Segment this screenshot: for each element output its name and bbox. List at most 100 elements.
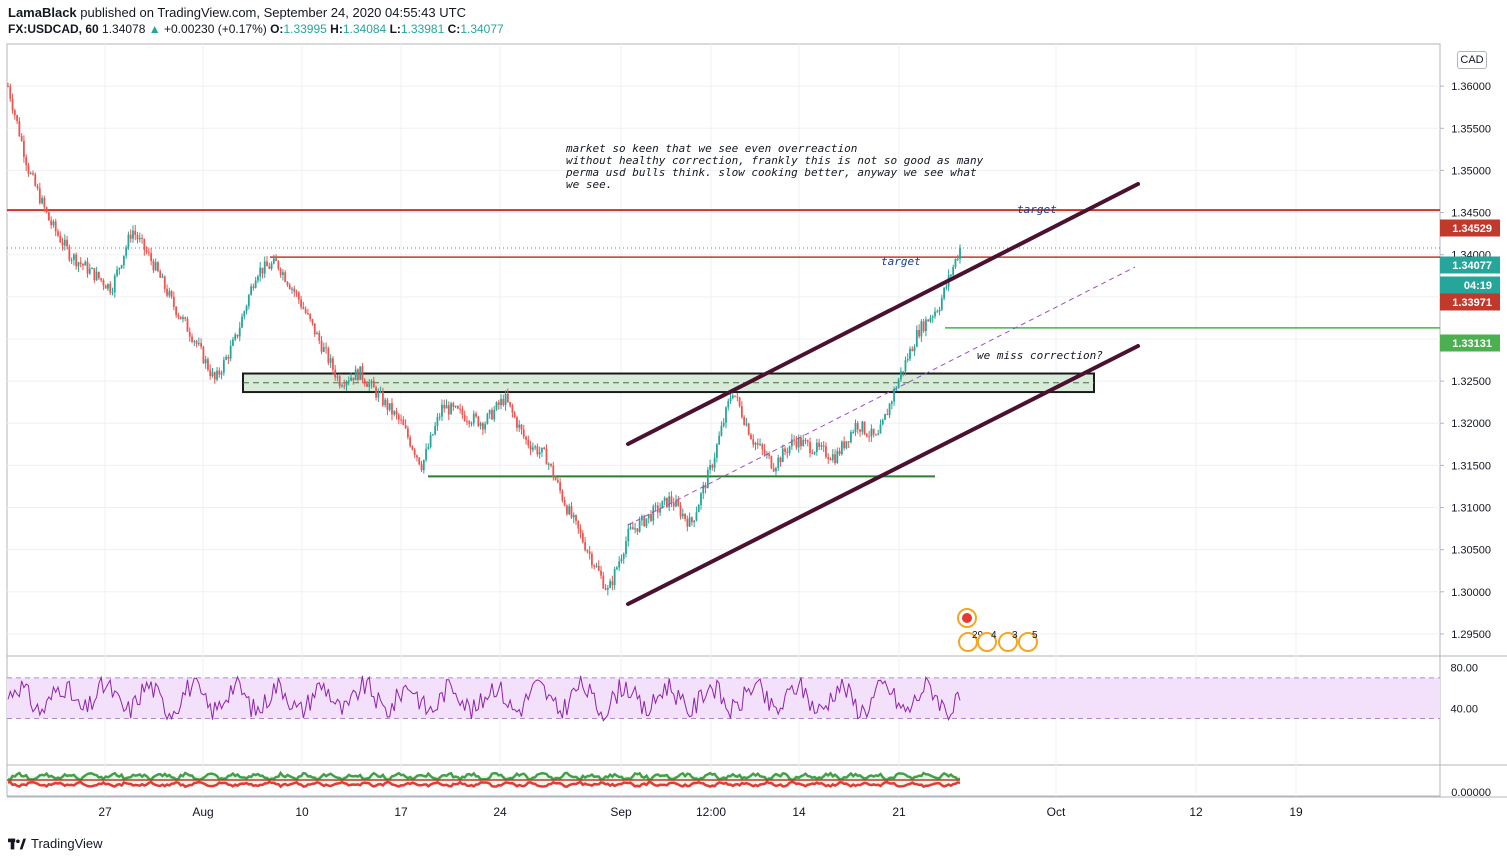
candle-body bbox=[23, 140, 25, 157]
correction-question-label: we miss correction? bbox=[977, 349, 1103, 362]
candle-body bbox=[350, 377, 352, 381]
candle-body bbox=[107, 283, 109, 289]
candle-body bbox=[441, 404, 443, 417]
candle-body bbox=[700, 493, 702, 506]
candle-body bbox=[418, 457, 421, 465]
candle-body bbox=[322, 347, 325, 352]
candle-body bbox=[495, 402, 498, 410]
candle-body bbox=[566, 505, 568, 515]
candle-body bbox=[443, 404, 446, 409]
candle-body bbox=[38, 188, 41, 204]
candle-body bbox=[63, 239, 66, 246]
ohlc-legend: FX:USDCAD, 60 1.34078 ▲ +0.00230 (+0.17%… bbox=[8, 22, 504, 36]
candle-body bbox=[275, 258, 278, 262]
oscillator-tick-label: 0.00000 bbox=[1451, 787, 1491, 799]
candle-body bbox=[543, 447, 546, 450]
candle-body bbox=[884, 414, 886, 420]
candle-body bbox=[831, 454, 834, 461]
candle-body bbox=[734, 395, 736, 397]
candle-body bbox=[534, 446, 537, 448]
candle-body bbox=[54, 221, 57, 232]
candle-body bbox=[915, 330, 918, 347]
annotation-note-line: we see. bbox=[566, 178, 612, 191]
candle-body bbox=[554, 477, 557, 481]
candle-body bbox=[511, 405, 514, 413]
candle-body bbox=[100, 278, 103, 281]
candle-body bbox=[597, 565, 600, 571]
candle-body bbox=[775, 467, 777, 472]
candle-body bbox=[629, 527, 632, 529]
candle-body bbox=[393, 411, 396, 415]
candle-body bbox=[761, 444, 764, 450]
price-axis-label: 04:19 bbox=[1464, 280, 1492, 292]
x-tick-label: 19 bbox=[1289, 805, 1303, 819]
candle-body bbox=[504, 393, 507, 406]
candle-body bbox=[413, 449, 416, 456]
candle-body bbox=[427, 447, 430, 449]
candle-body bbox=[575, 515, 577, 521]
candle-body bbox=[170, 291, 173, 297]
candle-body bbox=[840, 441, 843, 455]
author-name[interactable]: LamaBlack bbox=[8, 5, 77, 20]
candle-body bbox=[216, 370, 218, 380]
candle-body bbox=[772, 468, 775, 472]
candle-body bbox=[879, 424, 882, 434]
close-label: C: bbox=[447, 22, 461, 36]
candle-body bbox=[738, 397, 741, 407]
candle-body bbox=[904, 360, 907, 372]
candle-body bbox=[218, 370, 221, 375]
candle-body bbox=[195, 341, 198, 344]
candle-body bbox=[570, 506, 573, 518]
price-axis-label: 1.33131 bbox=[1452, 338, 1492, 350]
candle-body bbox=[234, 334, 237, 340]
candle-body bbox=[868, 436, 871, 438]
candle-body bbox=[652, 506, 655, 521]
candle-body bbox=[318, 333, 321, 341]
candle-body bbox=[827, 457, 830, 460]
symbol-label[interactable]: FX:USDCAD, 60 bbox=[8, 22, 99, 36]
candle-body bbox=[861, 421, 864, 432]
candle-body bbox=[829, 459, 832, 461]
candle-body bbox=[311, 319, 314, 324]
candle-body bbox=[663, 497, 666, 501]
candle-body bbox=[681, 513, 684, 517]
candle-body bbox=[706, 469, 709, 489]
candle-body bbox=[368, 383, 371, 387]
candle-body bbox=[715, 444, 718, 458]
candle-body bbox=[456, 406, 459, 409]
publish-info: LamaBlack published on TradingView.com, … bbox=[8, 5, 466, 20]
target-label-upper: target bbox=[1017, 203, 1057, 216]
candle-body bbox=[122, 255, 125, 266]
candle-body bbox=[302, 306, 305, 309]
candle-body bbox=[659, 508, 661, 513]
candle-body bbox=[300, 299, 302, 307]
candle-body bbox=[372, 380, 375, 388]
candle-body bbox=[779, 457, 782, 463]
candle-body bbox=[397, 414, 400, 420]
candle-body bbox=[811, 452, 814, 454]
candle-body bbox=[118, 267, 121, 270]
candle-body bbox=[202, 346, 205, 364]
candle-body bbox=[768, 454, 771, 457]
footer-brand[interactable]: TradingView bbox=[8, 836, 103, 851]
currency-badge[interactable]: CAD bbox=[1457, 51, 1487, 69]
candle-body bbox=[13, 110, 16, 116]
candle-body bbox=[525, 436, 527, 440]
candle-body bbox=[147, 252, 150, 254]
candle-body bbox=[541, 447, 543, 453]
event-marker-label: 5 bbox=[1032, 630, 1038, 641]
candle-body bbox=[654, 505, 657, 507]
x-tick-label: Aug bbox=[192, 805, 213, 819]
candle-body bbox=[343, 385, 346, 387]
candle-body bbox=[909, 348, 911, 359]
candle-body bbox=[125, 247, 128, 256]
candle-body bbox=[666, 497, 668, 508]
candle-body bbox=[606, 587, 609, 590]
candle-body bbox=[391, 403, 393, 415]
candle-body bbox=[568, 506, 571, 515]
candle-body bbox=[581, 533, 584, 543]
candle-body bbox=[72, 254, 75, 260]
candle-body bbox=[470, 423, 473, 425]
candle-body bbox=[86, 261, 89, 274]
